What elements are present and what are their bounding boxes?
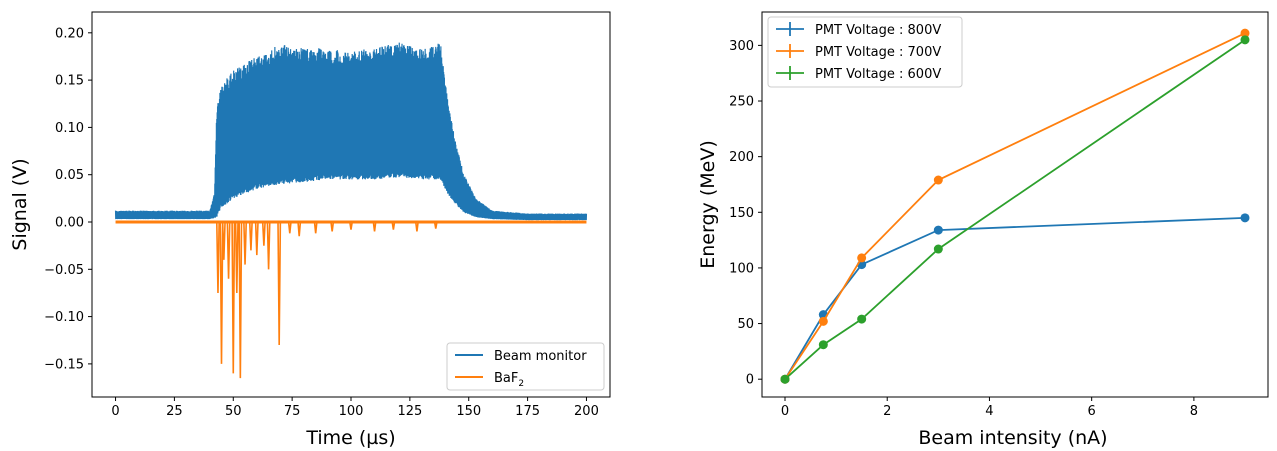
signal-x-tick-label-4: 100 <box>339 404 364 419</box>
legend-label-600v: PMT Voltage : 600V <box>815 67 941 82</box>
signal-y-tick-label-5: 0.10 <box>55 121 84 136</box>
series-line-pmt-voltage-600v <box>784 39 1246 380</box>
series-line-beam-monitor <box>114 42 588 221</box>
signal-plot-marks <box>114 42 588 379</box>
baf2-spike-17 <box>349 221 353 230</box>
signal-x-tick-label-6: 150 <box>456 404 481 419</box>
signal-x-tick-label-5: 125 <box>397 404 422 419</box>
signal-y-tick-label-6: 0.15 <box>55 74 84 89</box>
signal-x-tick-label-2: 50 <box>225 404 242 419</box>
data-point-pmt-voltage-600v-0 <box>780 374 790 384</box>
energy-y-ticks: 0 50 100 150 200 250 300 <box>729 39 762 388</box>
signal-y-tick-label-7: 0.20 <box>55 26 84 41</box>
energy-y-tick-label-3: 150 <box>729 206 754 221</box>
legend-swatch-700v <box>776 44 804 58</box>
legend-swatch-800v <box>776 22 804 36</box>
baf2-spike-15 <box>313 221 318 234</box>
signal-x-axis-label: Time (µs) <box>305 427 395 449</box>
signal-y-tick-label-3: 0.00 <box>55 216 84 231</box>
energy-x-tick-label-4: 8 <box>1190 404 1198 419</box>
data-point-pmt-voltage-700v-1 <box>818 316 828 326</box>
baf2-spike-8 <box>248 221 253 251</box>
energy-x-tick-label-2: 4 <box>985 404 993 419</box>
energy-x-tick-label-3: 6 <box>1088 404 1096 419</box>
baf2-spike-4 <box>231 221 236 374</box>
baf2-spike-6 <box>238 221 243 379</box>
legend-label-baf2-subscript: 2 <box>518 379 524 389</box>
signal-y-tick-label-0: −0.15 <box>44 357 84 372</box>
baf2-spike-0 <box>215 221 220 293</box>
baf2-spike-7 <box>243 221 248 265</box>
signal-x-tick-label-0: 0 <box>111 404 119 419</box>
data-point-pmt-voltage-700v-3 <box>933 175 943 185</box>
baf2-spike-18 <box>372 221 377 232</box>
baf2-spike-3 <box>226 221 231 279</box>
data-point-pmt-voltage-600v-3 <box>933 244 943 254</box>
legend-label-beam-monitor: Beam monitor <box>494 349 587 364</box>
baf2-spike-12 <box>277 221 282 345</box>
signal-x-tick-label-3: 75 <box>284 404 301 419</box>
data-point-pmt-voltage-800v-3 <box>933 225 943 235</box>
energy-chart: 0 2 4 6 8 0 50 100 150 200 250 300 Beam intensity … <box>697 11 1269 449</box>
energy-legend: PMT Voltage : 800V PMT Voltage : 700V PM… <box>767 16 963 88</box>
energy-x-ticks: 0 2 4 6 8 <box>781 397 1198 419</box>
data-point-pmt-voltage-700v-4 <box>1240 28 1250 38</box>
energy-y-axis-label: Energy (MeV) <box>697 140 719 268</box>
baf2-spike-21 <box>433 221 438 229</box>
energy-x-tick-label-1: 2 <box>883 404 891 419</box>
baf2-spike-16 <box>330 221 335 232</box>
baf2-spike-11 <box>266 221 271 270</box>
energy-y-tick-label-5: 250 <box>729 95 754 110</box>
energy-plot-marks <box>780 28 1250 384</box>
data-point-pmt-voltage-800v-4 <box>1240 213 1250 223</box>
baf2-spike-20 <box>414 221 419 232</box>
baf2-spike-2 <box>221 221 226 260</box>
signal-x-tick-label-8: 200 <box>574 404 599 419</box>
baf2-spike-9 <box>254 221 259 256</box>
signal-legend: Beam monitor BaF2 <box>446 342 605 391</box>
energy-y-tick-label-2: 100 <box>729 261 754 276</box>
data-point-pmt-voltage-600v-2 <box>857 314 867 324</box>
signal-legend-box <box>446 342 605 391</box>
data-point-pmt-voltage-600v-4 <box>1240 35 1250 45</box>
legend-swatch-600v <box>776 66 804 80</box>
signal-y-tick-label-1: −0.10 <box>44 310 84 325</box>
baf2-spike-13 <box>287 221 292 234</box>
energy-y-tick-label-1: 50 <box>737 317 754 332</box>
energy-y-tick-label-6: 300 <box>729 39 754 54</box>
legend-label-baf2-base: BaF <box>494 371 518 386</box>
baf2-spike-5 <box>234 221 239 293</box>
data-point-pmt-voltage-700v-2 <box>857 253 867 263</box>
legend-label-baf2: BaF2 <box>494 371 524 389</box>
baf2-spike-1 <box>219 221 224 364</box>
baf2-spike-14 <box>297 221 302 237</box>
signal-chart: 0 25 50 75 100 125 150 175 200 −0.15 −0.10 −0.05 0.… <box>9 11 611 449</box>
signal-y-ticks: −0.15 −0.10 −0.05 0.00 0.05 0.10 0.15 0.20 <box>44 26 92 372</box>
energy-legend-box <box>767 16 963 88</box>
signal-x-ticks: 0 25 50 75 100 125 150 175 200 <box>111 397 599 419</box>
legend-label-800v: PMT Voltage : 800V <box>815 23 941 38</box>
legend-label-700v: PMT Voltage : 700V <box>815 45 941 60</box>
baf2-spike-19 <box>391 221 396 230</box>
energy-y-tick-label-0: 0 <box>746 373 754 388</box>
data-point-pmt-voltage-600v-1 <box>818 340 828 350</box>
signal-x-tick-label-1: 25 <box>166 404 183 419</box>
energy-plot-area <box>761 11 1269 398</box>
signal-y-tick-label-2: −0.05 <box>44 263 84 278</box>
signal-y-axis-label: Signal (V) <box>9 158 31 250</box>
signal-y-tick-label-4: 0.05 <box>55 168 84 183</box>
series-line-pmt-voltage-800v <box>784 216 1246 380</box>
energy-y-tick-label-4: 200 <box>729 150 754 165</box>
baf2-spike-10 <box>261 221 266 246</box>
signal-x-tick-label-7: 175 <box>515 404 540 419</box>
energy-x-tick-label-0: 0 <box>781 404 789 419</box>
energy-x-axis-label: Beam intensity (nA) <box>918 427 1107 449</box>
